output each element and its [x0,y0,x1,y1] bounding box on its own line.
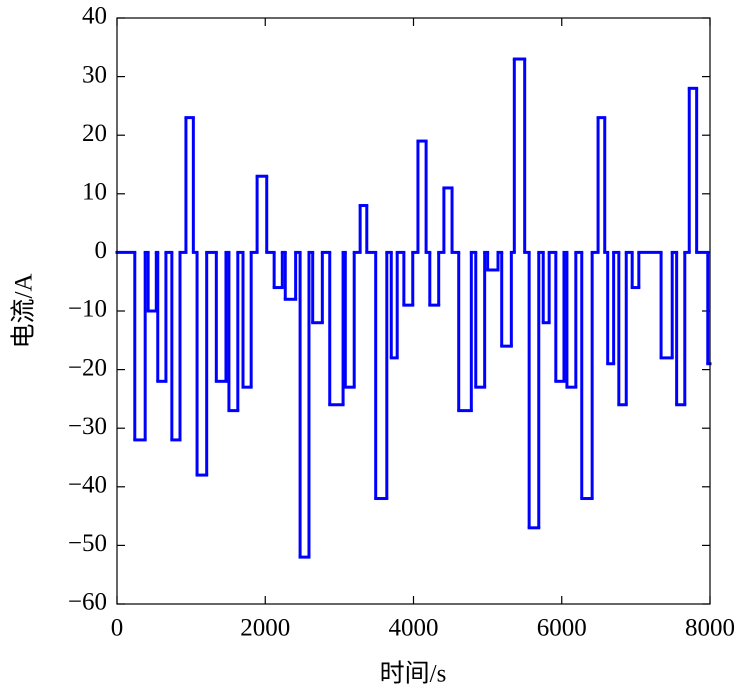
y-tick-label: −20 [68,354,107,381]
y-tick-label: 30 [82,61,107,88]
x-tick-label: 6000 [537,615,587,642]
y-tick-label: −30 [68,413,107,440]
x-tick-label: 0 [111,615,124,642]
y-tick-label: 10 [82,179,107,206]
x-axis-label: 时间/s [380,660,447,688]
y-tick-label: −10 [68,296,107,323]
y-tick-label: 0 [95,237,108,264]
y-tick-label: −60 [68,589,107,616]
y-tick-label: 40 [82,3,107,30]
y-tick-label: −50 [68,530,107,557]
plot-frame [116,17,711,605]
x-tick-label: 2000 [240,615,290,642]
x-tick-label: 4000 [389,615,439,642]
y-tick-label: −40 [68,472,107,499]
y-tick-label: 20 [82,120,107,147]
y-axis-label: 电流/A [10,273,38,348]
x-tick-label: 8000 [685,615,735,642]
